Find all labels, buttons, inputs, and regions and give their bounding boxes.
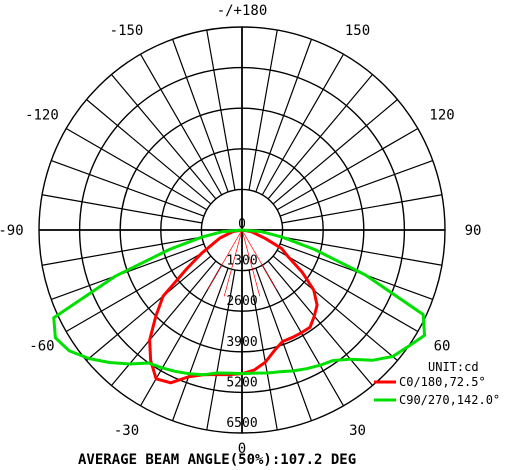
- grid-spoke: [261, 53, 345, 195]
- grid-spoke: [248, 270, 278, 431]
- grid-spoke: [255, 268, 312, 421]
- beam-guide-ray: [207, 229, 243, 290]
- angle-label: 90: [465, 223, 482, 239]
- radial-tick-label: 5200: [226, 375, 257, 390]
- grid-spoke: [267, 261, 373, 386]
- grid-spoke: [139, 53, 223, 195]
- angle-label: -90: [0, 223, 24, 239]
- angle-label: 60: [434, 339, 451, 355]
- grid-spoke: [255, 39, 312, 192]
- intensity-curves: [52, 228, 427, 385]
- grid-spoke: [206, 270, 236, 431]
- grid-spoke: [51, 160, 204, 217]
- grid-spoke: [282, 194, 443, 224]
- angle-label: 0: [238, 441, 246, 457]
- grid-spoke: [172, 268, 229, 421]
- grid-spoke: [280, 160, 433, 217]
- angle-label: 120: [429, 108, 454, 124]
- unit-label: UNIT:cd: [428, 360, 479, 374]
- grid-spoke: [206, 29, 236, 190]
- angle-label: -150: [110, 23, 144, 39]
- radial-tick-label: 1300: [226, 254, 257, 269]
- footer-beam-angle: AVERAGE BEAM ANGLE(50%):107.2 DEG: [78, 452, 356, 468]
- grid-spoke: [65, 127, 207, 211]
- grid-spoke: [41, 236, 202, 266]
- legend-label-0: C0/180,72.5°: [399, 375, 486, 389]
- grid-spoke: [277, 127, 419, 211]
- angle-label: -120: [25, 108, 59, 124]
- angle-label: -/+180: [217, 3, 268, 19]
- angle-label: 150: [345, 23, 370, 39]
- grid-spoke: [86, 255, 211, 361]
- series-curve-0: [148, 228, 319, 385]
- grid-spoke: [273, 99, 398, 205]
- legend-label-1: C90/270,142.0°: [399, 393, 500, 407]
- series-curve-1: [52, 228, 427, 377]
- beam-guide-ray: [223, 229, 243, 297]
- grid-spoke: [172, 39, 229, 192]
- angle-label: -30: [114, 423, 139, 439]
- legend: UNIT:cd C0/180,72.5° C90/270,142.0°: [374, 360, 500, 407]
- grid-spoke: [41, 194, 202, 224]
- grid-spoke: [111, 74, 217, 199]
- grid-spoke: [277, 249, 419, 333]
- polar-grid: [38, 26, 446, 434]
- radial-tick-label: 6500: [226, 416, 257, 431]
- radial-tick-label: 0: [238, 217, 246, 232]
- grid-spoke: [86, 99, 211, 205]
- radial-tick-labels: 0 1300 2600 3900 5200 6500: [226, 217, 257, 431]
- angle-label: -60: [29, 339, 54, 355]
- radial-tick-label: 3900: [226, 335, 257, 350]
- grid-spoke: [248, 29, 278, 190]
- radial-tick-label: 2600: [226, 294, 257, 309]
- angle-labels: -/+180 -150 150 -120 120 -90 90 -60 60 -30 30 0: [0, 3, 481, 457]
- grid-spoke: [273, 255, 398, 361]
- grid-spoke: [267, 74, 373, 199]
- grid-spoke: [282, 236, 443, 266]
- beam-guide-ray: [241, 229, 277, 290]
- angle-label: 30: [349, 423, 366, 439]
- grid-spoke: [65, 249, 207, 333]
- beam-guide-ray: [241, 229, 261, 297]
